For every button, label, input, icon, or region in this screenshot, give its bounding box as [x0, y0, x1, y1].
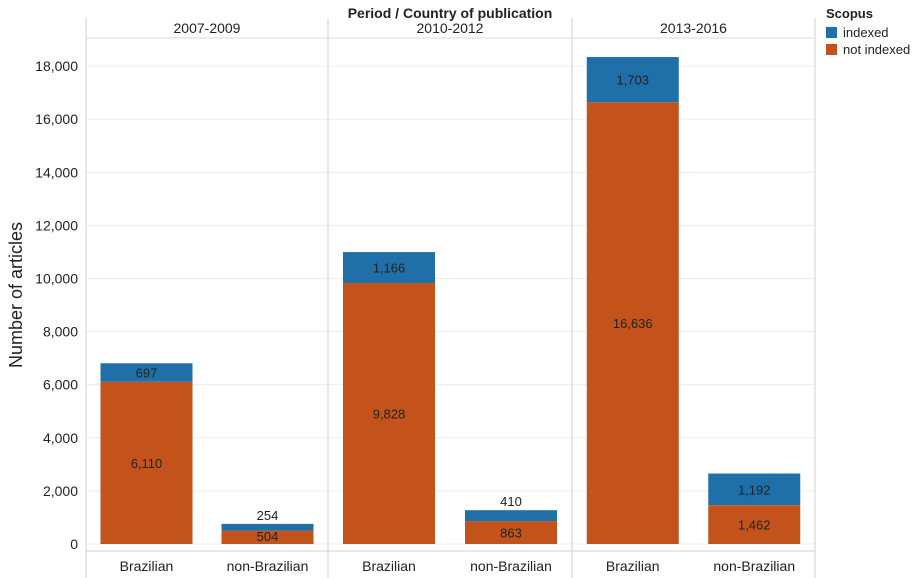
bar-not-indexed	[343, 283, 435, 544]
bar-indexed	[343, 252, 435, 284]
data-label: 863	[500, 526, 522, 541]
y-tick-label: 4,000	[43, 430, 78, 446]
x-tick-label: Brazilian	[120, 558, 174, 574]
data-label: 1,192	[738, 482, 771, 497]
y-tick-label: 8,000	[43, 324, 78, 340]
y-tick-label: 2,000	[43, 483, 78, 499]
bar-indexed	[221, 523, 314, 531]
bar-indexed	[586, 57, 679, 103]
legend-swatch-not-indexed	[826, 44, 837, 55]
data-label: 504	[257, 529, 279, 544]
data-label: 9,828	[373, 407, 406, 422]
data-label: 1,703	[616, 73, 649, 88]
x-tick-label: Brazilian	[362, 558, 416, 574]
x-tick-label: non-Brazilian	[470, 558, 552, 574]
data-label: 410	[500, 494, 522, 509]
panel-header: 2010-2012	[417, 20, 484, 36]
y-tick-label: 18,000	[35, 58, 78, 74]
panel-header: 2007-2009	[174, 20, 241, 36]
bar-indexed	[100, 363, 193, 382]
legend-label-indexed: indexed	[843, 25, 889, 40]
legend-item-indexed: indexed	[826, 24, 910, 41]
bar-indexed	[708, 473, 801, 506]
legend-swatch-indexed	[826, 27, 837, 38]
y-tick-label: 6,000	[43, 377, 78, 393]
data-label: 254	[257, 508, 279, 523]
legend-item-not-indexed: not indexed	[826, 41, 910, 58]
y-tick-label: 16,000	[35, 111, 78, 127]
bar-not-indexed	[586, 102, 679, 545]
x-tick-label: non-Brazilian	[713, 558, 795, 574]
y-axis-label: Number of articles	[6, 222, 26, 368]
data-label: 1,166	[373, 261, 406, 276]
bar-not-indexed	[100, 381, 193, 544]
x-tick-label: Brazilian	[606, 558, 660, 574]
bar-indexed	[465, 510, 557, 522]
chart-title: Period / Country of publication	[348, 5, 553, 21]
data-label: 1,462	[738, 518, 771, 533]
bar-not-indexed	[221, 530, 314, 544]
y-tick-label: 12,000	[35, 217, 78, 233]
data-label: 697	[136, 366, 158, 381]
bar-not-indexed	[465, 521, 557, 544]
y-tick-label: 0	[70, 536, 78, 552]
data-label: 6,110	[131, 456, 163, 471]
data-label: 16,636	[613, 316, 653, 331]
legend-title: Scopus	[826, 6, 873, 21]
legend: Scopus indexed not indexed	[826, 6, 910, 58]
legend-label-not-indexed: not indexed	[843, 42, 911, 57]
panel-header: 2013-2016	[660, 20, 727, 36]
x-tick-label: non-Brazilian	[227, 558, 309, 574]
y-tick-label: 14,000	[35, 164, 78, 180]
bar-not-indexed	[708, 505, 801, 544]
y-tick-label: 10,000	[35, 270, 78, 286]
